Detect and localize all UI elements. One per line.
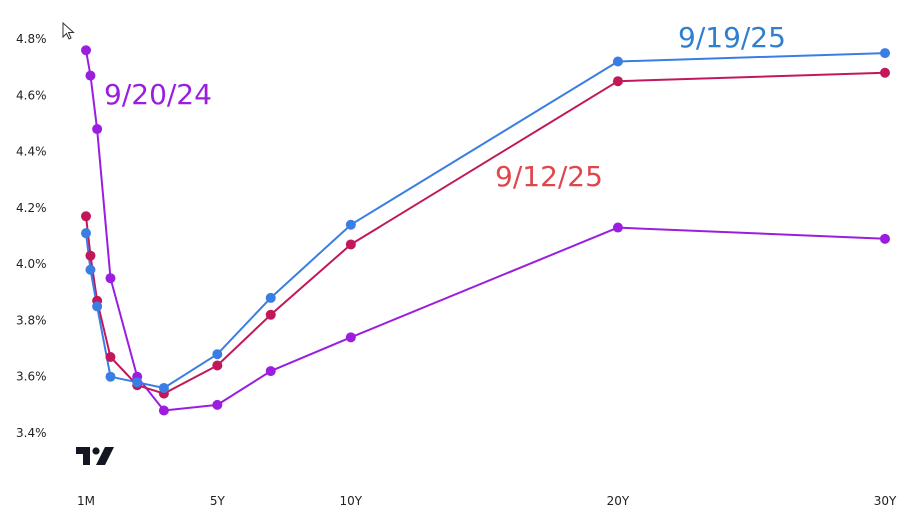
data-point-9-20-24[interactable] [345, 332, 356, 343]
data-point-9-19-25[interactable] [212, 349, 223, 360]
data-point-9-19-25[interactable] [880, 48, 890, 59]
series-points [81, 45, 890, 416]
x-tick-label: 5Y [210, 494, 226, 508]
series-labels: 9/20/24 9/12/25 9/19/25 [104, 21, 786, 193]
data-point-9-19-25[interactable] [81, 228, 91, 239]
annotation-9-20-24: 9/20/24 [104, 78, 212, 111]
data-point-9-12-25[interactable] [345, 239, 356, 250]
data-point-9-20-24[interactable] [105, 273, 116, 284]
data-point-9-20-24[interactable] [85, 70, 96, 81]
x-tick-label: 1M [77, 494, 95, 508]
y-tick-label: 4.4% [16, 145, 47, 159]
data-point-9-19-25[interactable] [345, 219, 356, 230]
y-tick-label: 4.8% [16, 32, 47, 46]
x-tick-label: 30Y [874, 494, 897, 508]
data-point-9-19-25[interactable] [85, 264, 96, 275]
tradingview-logo-icon [76, 447, 114, 465]
data-point-9-12-25[interactable] [105, 352, 116, 363]
y-tick-label: 4.6% [16, 88, 47, 102]
y-tick-label: 4.2% [16, 201, 47, 215]
data-point-9-20-24[interactable] [880, 233, 890, 244]
data-point-9-19-25[interactable] [92, 301, 103, 312]
data-point-9-19-25[interactable] [132, 377, 143, 388]
data-point-9-12-25[interactable] [81, 211, 91, 222]
annotation-9-12-25: 9/12/25 [495, 160, 603, 193]
data-point-9-20-24[interactable] [81, 45, 91, 56]
data-point-9-20-24[interactable] [158, 405, 169, 416]
data-point-9-20-24[interactable] [612, 222, 623, 233]
annotation-9-19-25: 9/19/25 [678, 21, 786, 54]
x-tick-label: 10Y [340, 494, 363, 508]
y-tick-label: 4.0% [16, 257, 47, 271]
x-axis-ticks: 1M 5Y 10Y 20Y 30Y [77, 494, 897, 508]
mouse-cursor-icon [62, 22, 75, 40]
y-tick-label: 3.4% [16, 426, 47, 440]
data-point-9-20-24[interactable] [212, 399, 223, 410]
data-point-9-19-25[interactable] [158, 382, 169, 393]
data-point-9-12-25[interactable] [265, 309, 276, 320]
data-point-9-12-25[interactable] [880, 67, 890, 78]
y-tick-label: 3.6% [16, 370, 47, 384]
x-tick-label: 20Y [607, 494, 630, 508]
data-point-9-12-25[interactable] [612, 76, 623, 87]
data-point-9-20-24[interactable] [265, 366, 276, 377]
data-point-9-19-25[interactable] [612, 56, 623, 67]
y-tick-label: 3.8% [16, 313, 47, 327]
data-point-9-20-24[interactable] [92, 124, 103, 135]
data-point-9-19-25[interactable] [105, 371, 116, 382]
data-point-9-12-25[interactable] [212, 360, 223, 371]
data-point-9-19-25[interactable] [265, 292, 276, 303]
y-axis-ticks: 3.4% 3.6% 3.8% 4.0% 4.2% 4.4% 4.6% 4.8% [16, 32, 47, 440]
data-point-9-12-25[interactable] [85, 250, 96, 261]
